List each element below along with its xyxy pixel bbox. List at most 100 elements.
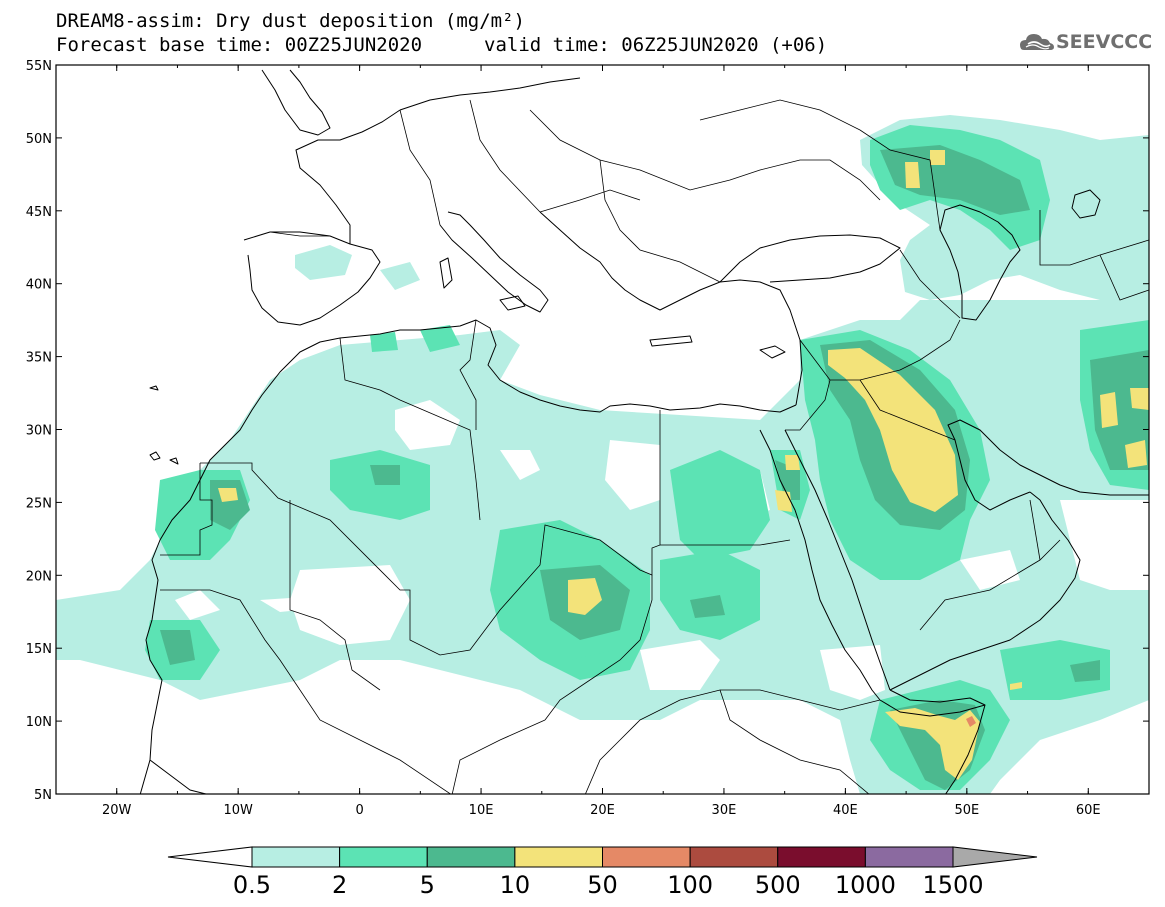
colorbar-segment bbox=[777, 846, 866, 868]
colorbar-segment bbox=[426, 846, 516, 868]
clear-patch bbox=[290, 565, 410, 645]
colorbar-segment bbox=[339, 846, 428, 868]
coast-aral bbox=[1071, 189, 1101, 219]
coast-west-africa bbox=[139, 319, 797, 794]
coastlines-and-borders bbox=[139, 69, 1149, 794]
lat-label: 5N bbox=[34, 788, 52, 803]
dark-patch bbox=[160, 630, 195, 665]
colorbar-over-triangle bbox=[952, 846, 1038, 868]
dark-patch bbox=[1090, 350, 1149, 470]
clear-patch bbox=[605, 440, 660, 510]
colorbar-label: 500 bbox=[755, 871, 801, 899]
lon-label: 40E bbox=[833, 803, 858, 818]
lat-label: 50N bbox=[26, 132, 52, 147]
dark-patch bbox=[690, 595, 725, 618]
colorbar-label: 5 bbox=[420, 871, 435, 899]
yellow-patch bbox=[1125, 440, 1147, 468]
yellow-patch bbox=[1100, 392, 1118, 428]
dark-patch bbox=[370, 465, 400, 485]
shading-yellow bbox=[218, 150, 1149, 780]
lon-label: 60E bbox=[1076, 803, 1101, 818]
mid-patch bbox=[420, 325, 460, 352]
cloud-logo-icon bbox=[1020, 34, 1054, 50]
lon-label: 30E bbox=[712, 803, 737, 818]
valid-time: valid time: 06Z25JUN2020 (+06) bbox=[484, 34, 828, 56]
yellow-patch bbox=[885, 708, 980, 780]
coast-canaries bbox=[149, 451, 179, 465]
yellow-patch bbox=[1010, 682, 1022, 690]
salmon-patch bbox=[966, 716, 976, 727]
coast-france bbox=[295, 109, 401, 244]
light-iberia bbox=[295, 245, 352, 280]
shading-layer bbox=[56, 115, 1149, 794]
mid-patch bbox=[370, 332, 398, 352]
coast-gulf-aden bbox=[889, 689, 986, 706]
lat-label: 10N bbox=[26, 715, 52, 730]
lon-label: 50E bbox=[954, 803, 979, 818]
colorbar-label: 1000 bbox=[835, 871, 896, 899]
yellow-patch bbox=[785, 455, 800, 470]
mid-patch bbox=[670, 450, 770, 560]
lat-label: 45N bbox=[26, 205, 52, 220]
colorbar-segment bbox=[251, 846, 341, 868]
lat-label: 20N bbox=[26, 569, 52, 584]
clear-patch bbox=[820, 645, 885, 700]
light-spain-east bbox=[380, 262, 420, 290]
yellow-patch bbox=[1130, 388, 1149, 410]
coast-sardinia bbox=[439, 257, 453, 289]
yellow-patch bbox=[218, 488, 238, 502]
colorbar-segment bbox=[689, 846, 779, 868]
colorbar-segment bbox=[864, 846, 954, 868]
colorbar-label: 50 bbox=[587, 871, 618, 899]
colorbar-label: 10 bbox=[500, 871, 531, 899]
clear-patch bbox=[640, 640, 720, 690]
coast-gulf-guinea bbox=[149, 759, 209, 794]
coast-red-sea-west bbox=[759, 429, 881, 701]
lon-label: 20E bbox=[590, 803, 615, 818]
coast-arabia-south bbox=[889, 491, 1081, 691]
lon-label: 10W bbox=[223, 803, 253, 818]
coast-crete bbox=[649, 335, 693, 347]
yellow-patch bbox=[905, 162, 920, 188]
map-title: DREAM8-assim: Dry dust deposition (mg/m²… bbox=[56, 10, 525, 32]
lat-label: 30N bbox=[26, 424, 52, 439]
clear-patch bbox=[175, 590, 220, 620]
clear-patch bbox=[960, 550, 1020, 590]
mid-patch bbox=[660, 550, 760, 640]
coast-britain bbox=[261, 69, 331, 136]
dark-patch bbox=[1070, 660, 1100, 682]
coast-arabia-west bbox=[784, 429, 891, 691]
yellow-patch bbox=[568, 578, 602, 615]
colorbar-segment bbox=[514, 846, 603, 868]
coast-cyprus bbox=[759, 345, 786, 359]
lon-label: 10E bbox=[469, 803, 494, 818]
axis-ticks bbox=[55, 64, 1150, 795]
colorbar-label: 100 bbox=[667, 871, 713, 899]
colorbar-label: 0.5 bbox=[233, 871, 271, 899]
lat-label: 55N bbox=[26, 59, 52, 74]
longitude-labels: 20W 10W 0 10E 20E 30E 40E 50E 60E bbox=[102, 803, 1101, 818]
lat-label: 15N bbox=[26, 642, 52, 657]
lat-label: 40N bbox=[26, 278, 52, 293]
latitude-labels: 55N 50N 45N 40N 35N 30N 25N 20N 15N 10N 5N bbox=[26, 59, 52, 803]
coast-persian-gulf bbox=[947, 419, 1149, 511]
coast-sicily bbox=[499, 295, 526, 311]
mid-patch bbox=[1000, 640, 1110, 700]
lat-label: 35N bbox=[26, 351, 52, 366]
coast-iberia bbox=[243, 231, 381, 326]
country-borders bbox=[160, 99, 1149, 794]
clear-patch bbox=[395, 400, 460, 450]
coast-caspian bbox=[939, 204, 1021, 321]
coast-italy bbox=[439, 211, 549, 313]
lon-label: 0 bbox=[355, 803, 363, 818]
colorbar-label: 1500 bbox=[922, 871, 983, 899]
coast-north-europe bbox=[399, 77, 581, 111]
colorbar: 0.5 2 5 10 50 100 500 1000 1500 bbox=[167, 846, 1038, 899]
lat-label: 25N bbox=[26, 496, 52, 511]
coast-madeira bbox=[149, 385, 159, 391]
logo-text: SEEVCCC bbox=[1056, 31, 1153, 53]
colorbar-segment bbox=[602, 846, 691, 868]
lon-label: 20W bbox=[102, 803, 132, 818]
yellow-patch bbox=[828, 348, 958, 512]
